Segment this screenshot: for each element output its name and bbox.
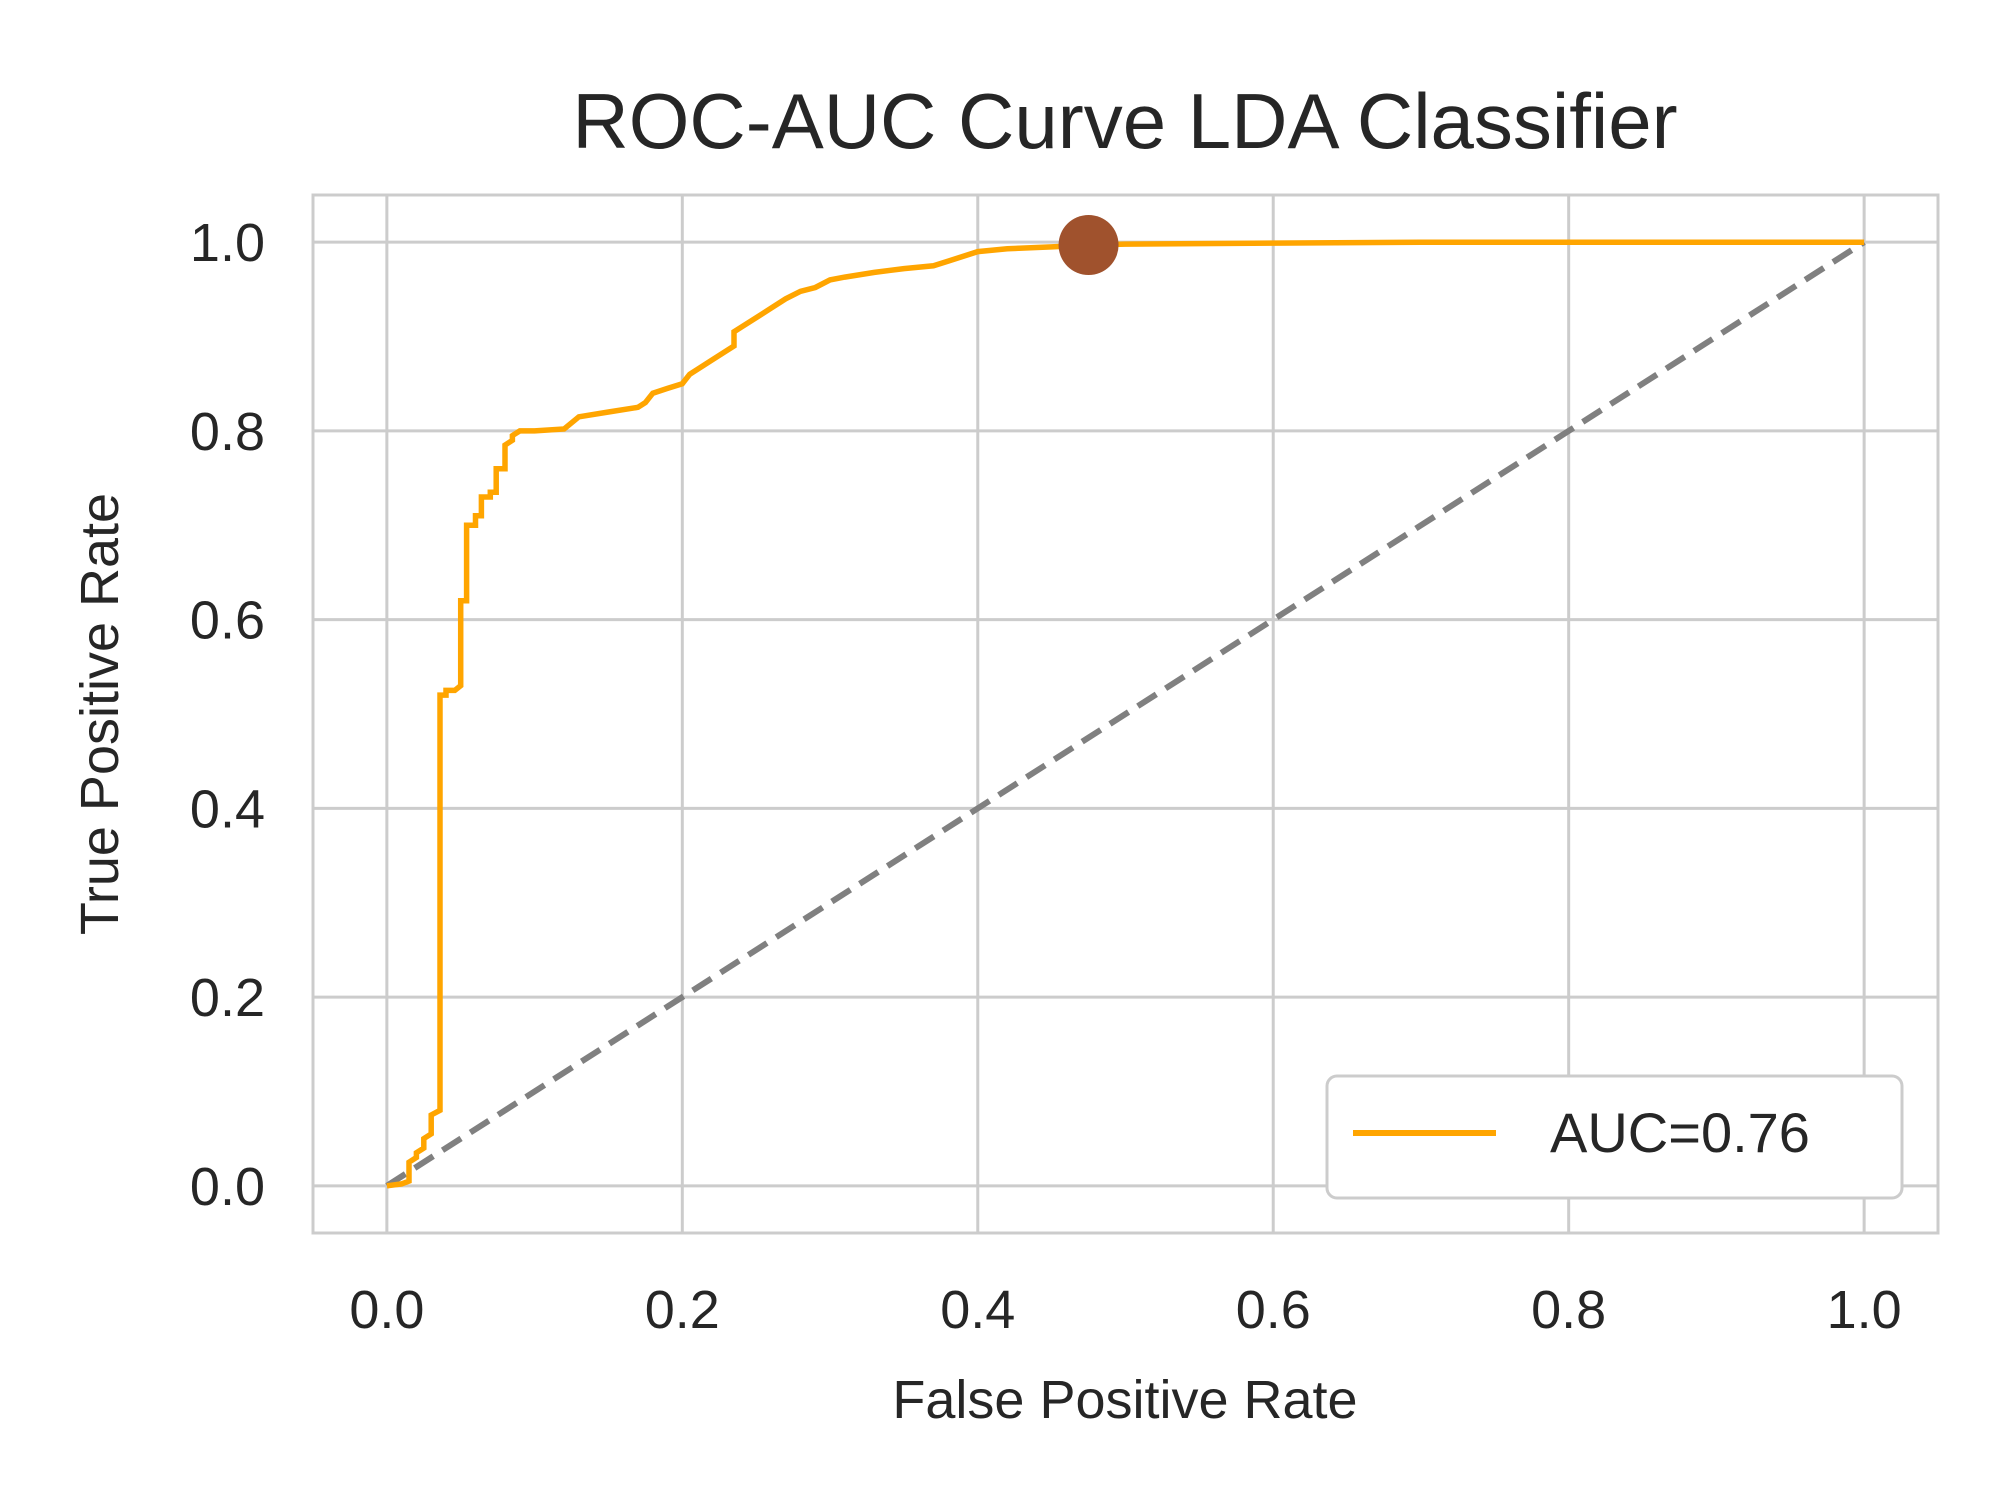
legend: AUC=0.76 (1325, 1074, 1904, 1200)
x-tick-label-1: 0.2 (645, 1280, 720, 1340)
legend-entry-label: AUC=0.76 (1550, 1101, 1810, 1164)
optimal-threshold-marker-0 (1058, 215, 1119, 276)
y-tick-label-1: 0.2 (190, 968, 265, 1028)
grid (313, 195, 1938, 1233)
marker-layer (1058, 215, 1119, 276)
plot-frame (311, 193, 1940, 1235)
y-tick-label-0: 0.0 (190, 1157, 265, 1217)
y-tick-label-2: 0.4 (190, 779, 265, 839)
x-tick-label-4: 0.8 (1531, 1280, 1606, 1340)
chance-diagonal-line (385, 239, 1866, 1189)
y-tick-label-5: 1.0 (190, 213, 265, 273)
x-tick-label-2: 0.4 (940, 1280, 1015, 1340)
y-axis-label: True Positive Rate (70, 493, 130, 935)
legend-box (1325, 1074, 1904, 1200)
y-tick-label-3: 0.6 (190, 591, 265, 651)
x-tick-label-0: 0.0 (349, 1280, 424, 1340)
chart-title: ROC-AUC Curve LDA Classifier (572, 77, 1677, 165)
series-layer (385, 239, 1866, 1189)
x-tick-labels: 0.0 0.2 0.4 0.6 0.8 1.0 (349, 1280, 1901, 1340)
y-tick-labels: 0.0 0.2 0.4 0.6 0.8 1.0 (190, 213, 265, 1217)
y-tick-label-4: 0.8 (190, 402, 265, 462)
x-tick-label-3: 0.6 (1236, 1280, 1311, 1340)
roc-curve-line (386, 239, 1865, 1189)
x-tick-label-5: 1.0 (1827, 1280, 1902, 1340)
x-axis-label: False Positive Rate (892, 1370, 1357, 1430)
